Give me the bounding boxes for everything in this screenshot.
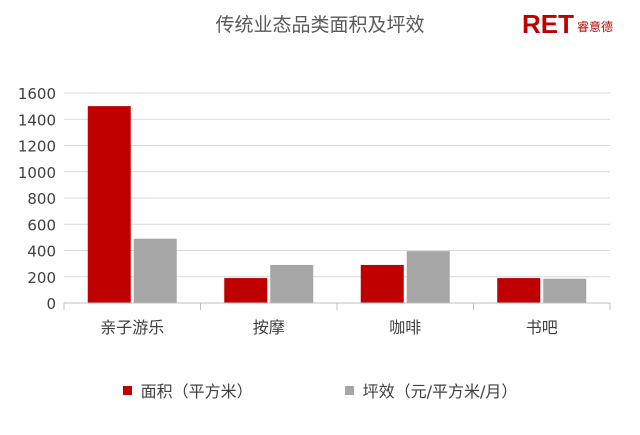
chart-title: 传统业态品类面积及坪效 <box>215 14 425 36</box>
y-tick-label: 600 <box>27 216 56 234</box>
y-tick-label: 800 <box>27 190 56 208</box>
y-tick-label: 1600 <box>18 85 56 103</box>
legend-swatch-area <box>122 385 132 395</box>
bar-efficiency-1 <box>270 264 314 303</box>
y-tick-label: 400 <box>27 243 56 261</box>
y-tick-label: 1400 <box>18 111 56 129</box>
x-tick-label: 咖啡 <box>389 318 421 337</box>
bars <box>87 106 587 303</box>
y-tick-label: 1200 <box>18 138 56 156</box>
gridlines <box>64 92 610 278</box>
legend-label-efficiency: 坪效（元/平方米/月） <box>362 382 518 401</box>
bar-area-1 <box>224 278 268 303</box>
logo-subtext: 睿意德 <box>577 20 614 34</box>
bar-efficiency-3 <box>543 278 587 303</box>
legend-item-efficiency: 坪效（元/平方米/月） <box>344 378 518 402</box>
y-tick-label: 1000 <box>18 164 56 182</box>
legend-label-area: 面积（平方米） <box>140 382 253 401</box>
y-tick-label: 0 <box>46 295 56 313</box>
logo-mark: RET <box>522 9 574 39</box>
bar-area-2 <box>360 264 404 303</box>
bar-efficiency-0 <box>133 238 177 303</box>
bar-area-0 <box>87 106 131 303</box>
legend-item-area: 面积（平方米） <box>122 378 253 402</box>
axes: 0 200 400 600 800 1000 1200 1400 1600 亲子游乐 按摩 咖啡 书吧 <box>18 85 611 337</box>
x-tick-label: 按摩 <box>253 318 285 337</box>
x-tick-label: 书吧 <box>526 318 558 337</box>
legend: 面积（平方米） 坪效（元/平方米/月） <box>0 378 640 402</box>
x-tick-label: 亲子游乐 <box>100 318 164 337</box>
y-tick-label: 200 <box>27 269 56 287</box>
legend-swatch-efficiency <box>344 385 354 395</box>
bar-area-3 <box>497 278 541 303</box>
brand-logo: RET 睿意德 <box>522 8 613 38</box>
bar-efficiency-2 <box>406 251 450 303</box>
